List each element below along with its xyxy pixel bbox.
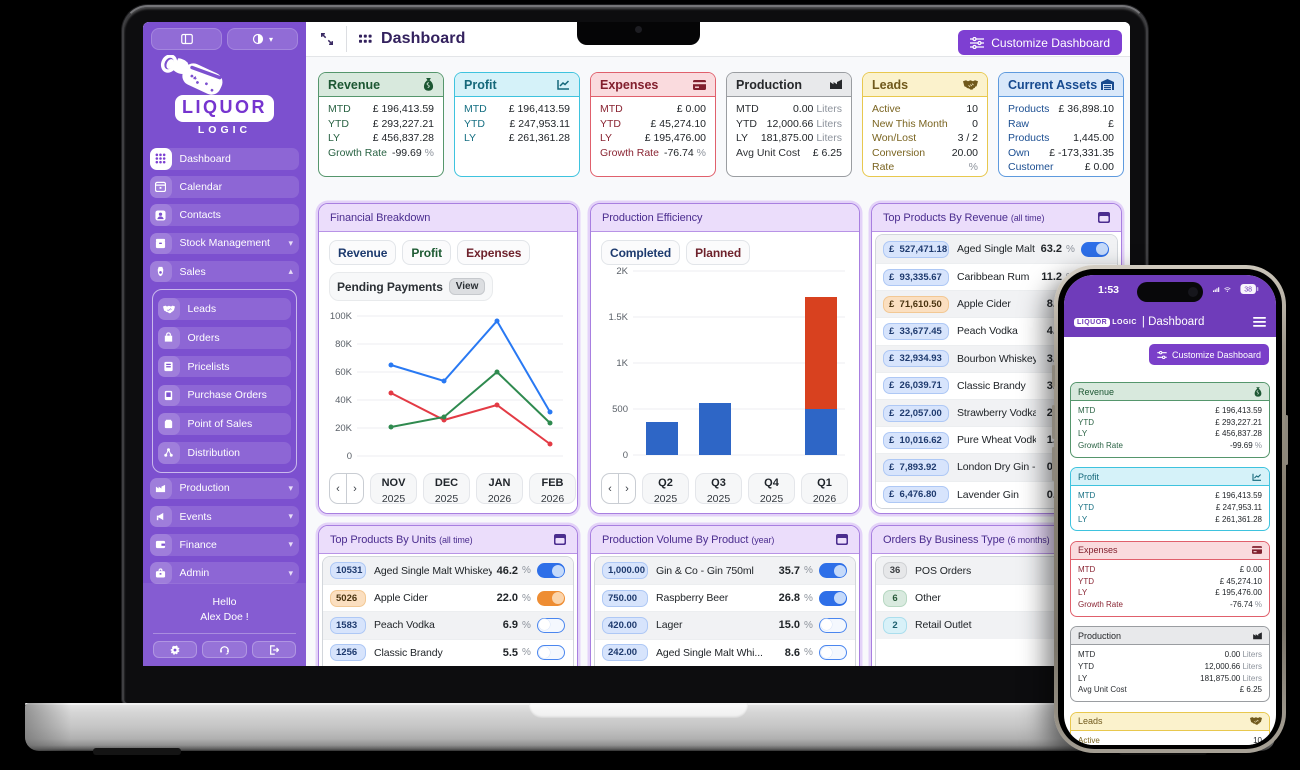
svg-text:20K: 20K xyxy=(335,423,353,434)
svg-text:1.5K: 1.5K xyxy=(608,312,628,323)
svg-text:80K: 80K xyxy=(335,339,353,350)
svg-text:2K: 2K xyxy=(616,266,628,277)
svg-text:40K: 40K xyxy=(335,395,353,406)
svg-text:0: 0 xyxy=(347,451,352,462)
svg-text:100K: 100K xyxy=(330,311,353,322)
svg-text:500: 500 xyxy=(612,404,628,415)
svg-text:0: 0 xyxy=(623,450,628,461)
svg-text:60K: 60K xyxy=(335,367,353,378)
svg-text:38: 38 xyxy=(1244,287,1252,294)
svg-text:1K: 1K xyxy=(616,358,628,369)
